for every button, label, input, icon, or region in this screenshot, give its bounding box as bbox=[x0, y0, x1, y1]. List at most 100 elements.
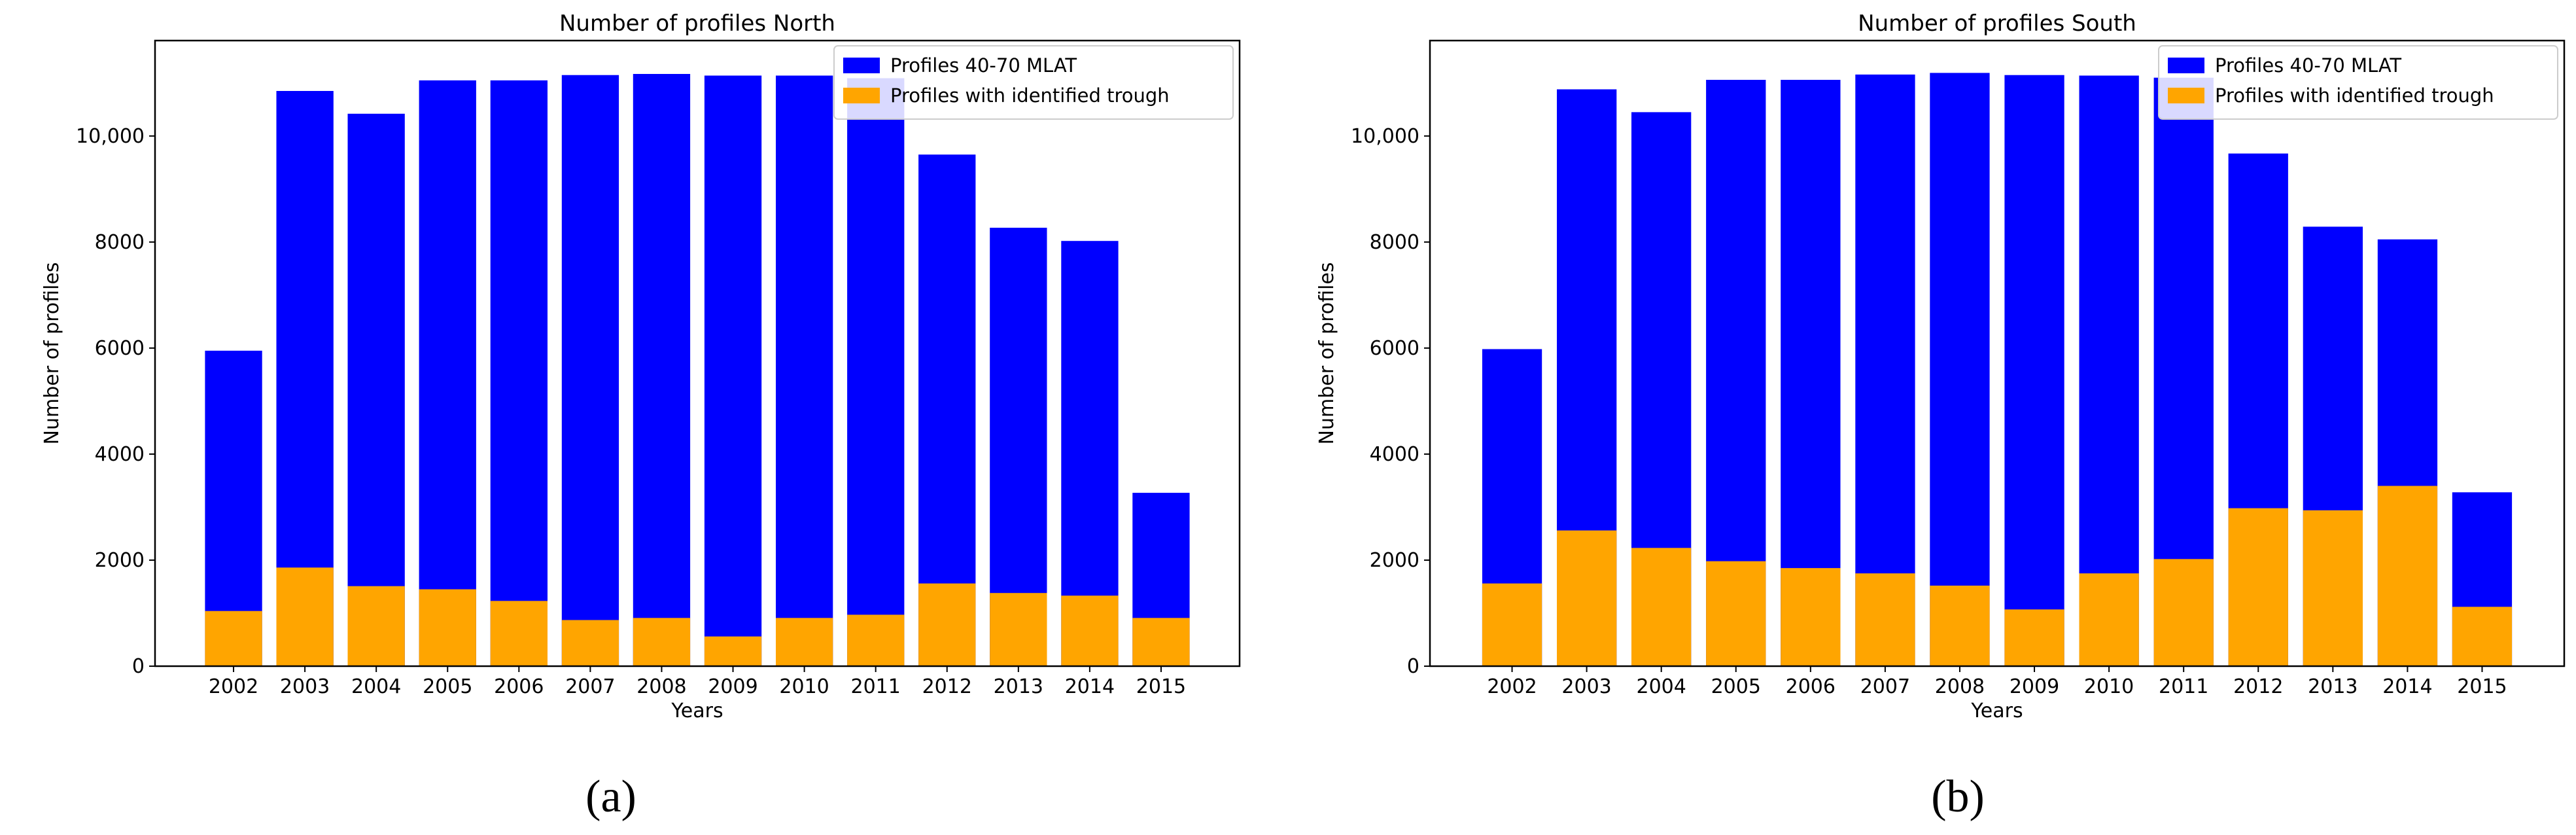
x-tick-label: 2005 bbox=[1711, 675, 1761, 698]
bar-trough-2010 bbox=[2079, 573, 2139, 666]
legend: Profiles 40-70 MLAT Profiles with identif… bbox=[2158, 45, 2558, 120]
bar-trough-2006 bbox=[1781, 568, 1841, 666]
y-tick-label: 4000 bbox=[1370, 443, 1419, 466]
x-tick-label: 2015 bbox=[1136, 675, 1186, 698]
bar-series-profiles-with-trough bbox=[1482, 486, 2513, 666]
bar-trough-2005 bbox=[419, 589, 476, 666]
bar-total-2014 bbox=[1061, 241, 1119, 666]
x-tick-label: 2002 bbox=[209, 675, 258, 698]
bar-trough-2012 bbox=[2228, 508, 2288, 666]
bar-trough-2002 bbox=[1482, 583, 1542, 666]
bar-trough-2009 bbox=[704, 636, 762, 666]
bar-total-2012 bbox=[918, 154, 976, 666]
bar-trough-2011 bbox=[847, 614, 905, 666]
x-tick-label: 2012 bbox=[922, 675, 972, 698]
bar-total-2005 bbox=[419, 80, 476, 667]
x-tick-label: 2009 bbox=[708, 675, 757, 698]
bar-trough-2003 bbox=[1557, 530, 1617, 666]
bar-trough-2010 bbox=[776, 618, 833, 666]
panel-label: (a) bbox=[585, 772, 636, 822]
bar-total-2006 bbox=[490, 80, 548, 667]
y-tick-label: 6000 bbox=[1370, 337, 1419, 360]
bar-trough-2007 bbox=[561, 620, 619, 666]
x-tick-label: 2011 bbox=[851, 675, 901, 698]
bar-trough-2003 bbox=[276, 567, 334, 666]
bar-total-2011 bbox=[847, 78, 905, 666]
bar-trough-2008 bbox=[633, 618, 691, 666]
chart-title: Number of profiles North bbox=[559, 10, 835, 37]
bar-trough-2014 bbox=[1061, 595, 1119, 666]
bar-trough-2015 bbox=[1132, 618, 1190, 666]
y-tick-label: 8000 bbox=[95, 231, 145, 254]
bar-total-2007 bbox=[1855, 74, 1915, 666]
x-tick-label: 2007 bbox=[565, 675, 615, 698]
legend-swatch bbox=[843, 88, 880, 103]
y-tick-label: 0 bbox=[132, 655, 145, 678]
y-tick-label: 6000 bbox=[95, 337, 145, 360]
x-tick-label: 2006 bbox=[1786, 675, 1836, 698]
y-tick-label: 2000 bbox=[1370, 549, 1419, 572]
chart-panel-north: 2002 2003 2004 2005 2006 2007 2008 2009 2010 2011… bbox=[41, 10, 1241, 822]
bar-trough-2009 bbox=[2004, 609, 2064, 666]
x-tick-label: 2002 bbox=[1487, 675, 1537, 698]
chart-title: Number of profiles South bbox=[1858, 10, 2136, 37]
plot-frame bbox=[1429, 39, 2566, 667]
legend-swatch bbox=[2168, 88, 2204, 103]
bar-trough-2006 bbox=[490, 601, 548, 666]
x-tick-label: 2012 bbox=[2233, 675, 2283, 698]
x-tick-label: 2007 bbox=[1860, 675, 1910, 698]
legend-entry: Profiles 40-70 MLAT bbox=[2215, 54, 2401, 77]
chart-panel-south: 2002 2003 2004 2005 2006 2007 2008 2009 2010 2011… bbox=[1315, 10, 2566, 822]
x-axis-label: Years bbox=[670, 700, 723, 722]
x-tick-label: 2011 bbox=[2159, 675, 2208, 698]
bar-total-2010 bbox=[776, 75, 833, 666]
bar-trough-2012 bbox=[918, 583, 976, 666]
panel-label: (b) bbox=[1931, 772, 1985, 822]
bar-trough-2004 bbox=[1631, 548, 1692, 666]
x-tick-label: 2013 bbox=[2308, 675, 2358, 698]
y-tick-label: 4000 bbox=[95, 443, 145, 466]
legend-box bbox=[2158, 45, 2558, 120]
x-tick-label: 2005 bbox=[423, 675, 472, 698]
plot-frame bbox=[154, 39, 1241, 667]
x-tick-label: 2014 bbox=[2382, 675, 2432, 698]
y-axis-label: Number of profiles bbox=[1315, 262, 1338, 445]
bar-trough-2005 bbox=[1706, 561, 1766, 666]
legend-swatch bbox=[843, 58, 880, 73]
y-tick-label: 8000 bbox=[1370, 231, 1419, 254]
legend-swatch bbox=[2168, 58, 2204, 73]
y-tick-label: 10,000 bbox=[1351, 125, 1419, 148]
y-tick-label: 2000 bbox=[95, 549, 145, 572]
bar-total-2004 bbox=[347, 113, 405, 667]
bar-series-profiles-with-trough bbox=[205, 567, 1190, 666]
bar-trough-2008 bbox=[1930, 585, 1990, 666]
x-tick-label: 2004 bbox=[1636, 675, 1686, 698]
x-tick-label: 2003 bbox=[1561, 675, 1611, 698]
bar-total-2009 bbox=[2004, 75, 2064, 666]
bar-trough-2004 bbox=[347, 586, 405, 666]
x-tick-label: 2009 bbox=[2010, 675, 2059, 698]
x-tick-label: 2004 bbox=[351, 675, 401, 698]
bar-total-2009 bbox=[704, 75, 762, 666]
x-tick-label: 2003 bbox=[280, 675, 330, 698]
x-tick-label: 2013 bbox=[994, 675, 1043, 698]
bar-trough-2013 bbox=[2303, 510, 2363, 666]
bar-trough-2013 bbox=[990, 593, 1047, 666]
legend-entry: Profiles with identified trough bbox=[890, 84, 1170, 107]
bar-trough-2002 bbox=[205, 611, 262, 666]
bar-series-profiles-40-70-mlat bbox=[205, 74, 1190, 667]
bar-total-2010 bbox=[2079, 75, 2139, 666]
x-tick-label: 2010 bbox=[779, 675, 829, 698]
y-tick-label: 10,000 bbox=[76, 125, 145, 148]
x-tick-label: 2008 bbox=[1935, 675, 1985, 698]
bar-total-2008 bbox=[1930, 73, 1990, 666]
bar-trough-2011 bbox=[2153, 559, 2214, 666]
y-tick-label: 0 bbox=[1407, 655, 1419, 678]
legend-box bbox=[833, 45, 1234, 120]
bar-trough-2007 bbox=[1855, 573, 1915, 666]
x-axis-label: Years bbox=[1970, 700, 2023, 722]
x-tick-label: 2006 bbox=[494, 675, 544, 698]
bar-total-2007 bbox=[561, 75, 619, 666]
legend: Profiles 40-70 MLAT Profiles with identif… bbox=[833, 45, 1234, 120]
